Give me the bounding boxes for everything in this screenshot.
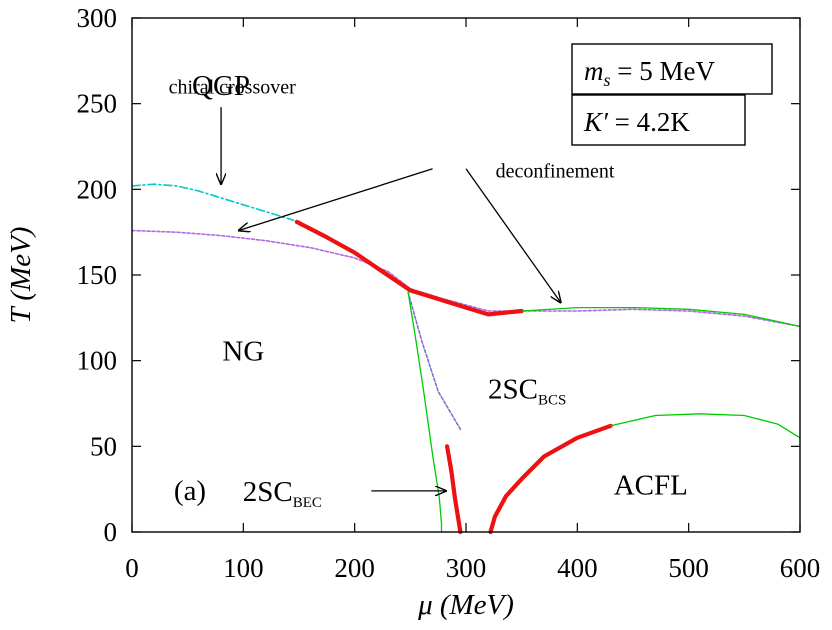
x-tick-label: 200 <box>334 553 375 583</box>
region-label-4: 2SCBEC <box>243 476 322 511</box>
series-line-2 <box>407 291 462 431</box>
panel-label: (a) <box>174 475 206 507</box>
y-tick-label: 300 <box>77 3 118 33</box>
annotation-arrow-1-1 <box>465 168 561 303</box>
x-tick-label: 400 <box>557 553 598 583</box>
region-label-3: ACFL <box>614 469 688 501</box>
series-line-7 <box>407 291 443 533</box>
y-tick-label: 200 <box>77 174 118 204</box>
y-tick-label: 250 <box>77 89 118 119</box>
x-tick-label: 100 <box>223 553 264 583</box>
series-line-5 <box>488 423 613 535</box>
y-tick-label: 100 <box>77 346 118 376</box>
annotation-arrow-1-0 <box>239 168 433 231</box>
x-tick-label: 600 <box>780 553 821 583</box>
y-tick-label: 0 <box>104 517 118 547</box>
annotation-layer: chiral crossover deconfinement <box>169 76 615 490</box>
annotation-text-1: deconfinement <box>496 160 615 182</box>
region-label-0: QGP <box>192 70 250 102</box>
region-label-2: 2SCBCS <box>488 373 566 408</box>
param-box-0 <box>571 43 773 95</box>
series-line-4 <box>445 444 463 535</box>
series-line-0 <box>131 183 295 221</box>
series-layer <box>131 183 801 535</box>
annotation-text-0: chiral crossover <box>169 76 297 98</box>
param-text-1: K′ = 4.2K <box>583 107 690 137</box>
x-tick-label: 500 <box>668 553 709 583</box>
x-tick-label: 0 <box>125 553 139 583</box>
ticks-layer: 0 100 200 300 400 500 600 0 50 100 150 200 250 300 <box>77 3 821 583</box>
y-axis-label: T (MeV) <box>5 227 37 324</box>
param-text-0: ms = 5 MeV <box>584 56 715 90</box>
series-line-8 <box>610 413 801 439</box>
labels-layer: QGP NG 2SCBCS ACFL 2SCBEC (a) ms = 5 MeV K′ = 4… <box>174 43 773 511</box>
series-line-1 <box>131 229 801 328</box>
x-tick-label: 300 <box>446 553 487 583</box>
series-line-3 <box>294 219 524 317</box>
series-line-6 <box>521 306 801 328</box>
x-axis-label: μ (MeV) <box>417 589 514 621</box>
region-label-1: NG <box>222 336 264 368</box>
y-tick-label: 50 <box>90 431 117 461</box>
y-tick-label: 150 <box>77 260 118 290</box>
param-box-1 <box>571 94 746 146</box>
